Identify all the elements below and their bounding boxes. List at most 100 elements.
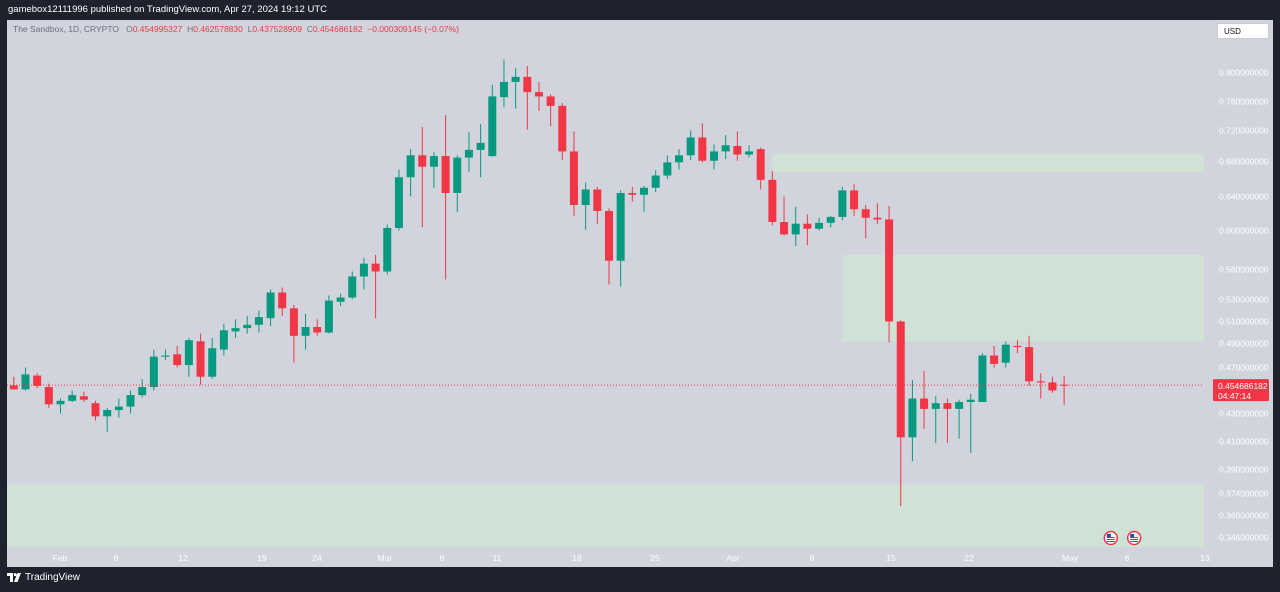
candle-body [79,396,88,400]
candle-body [266,292,275,319]
candle-body [289,308,298,336]
tradingview-logo[interactable]: TradingView [7,572,80,583]
price-tick-label: 0.720000000 [1219,126,1269,136]
candle-body [943,403,952,409]
candle-body [815,222,824,229]
candle-body [931,403,940,409]
price-tick-label: 0.680000000 [1219,157,1269,167]
us-flag-event-icon[interactable] [1103,530,1119,546]
candle-body [103,410,112,417]
candle-body [184,340,193,366]
candle-body [149,356,158,388]
last-price-badge [1213,379,1269,402]
candle-body [850,190,859,210]
us-flag-event-icon[interactable] [1126,530,1142,546]
candle-body [721,145,730,152]
candle-body [604,210,613,261]
publish-header: gamebox12111996 published on TradingView… [0,0,1280,20]
candle-body [21,374,30,390]
candle-body [324,300,333,333]
candle-body [488,96,497,157]
brand-name: TradingView [25,572,81,583]
price-tick-label: 0.374000000 [1219,489,1269,499]
candle-body [68,395,77,401]
price-tick-label: 0.640000000 [1219,192,1269,202]
price-tick-label: 0.346000000 [1219,533,1269,543]
price-tick-label: 0.360000000 [1219,511,1269,521]
symbol-legend: The Sandbox, 1D, CRYPTO O0.454995327 H0.… [13,24,459,34]
candle-body [278,292,287,309]
candle-body [1048,382,1057,391]
close-value: 0.454686182 [312,24,363,34]
candle-body [780,222,789,235]
chart-panel[interactable]: 0.800000000 0.760000000 0.720000000 0.68000… [7,20,1273,567]
candle-body [91,403,100,417]
candle-body [441,156,450,193]
candle-body [243,324,252,329]
candle-body [114,406,123,411]
candle-body [569,151,578,205]
candle-body [383,227,392,272]
candle-body [990,355,999,364]
price-tick-label: 0.510000000 [1219,317,1269,327]
candle-body [208,348,217,377]
candle-body [861,209,870,218]
candle-body [745,151,754,155]
date-tick-label: Mar [378,553,393,563]
price-tick-label: 0.410000000 [1219,437,1269,447]
candle-body [698,137,707,161]
date-tick-label: 13 [1200,553,1210,563]
countdown-label: 04:47:14 [1218,391,1251,401]
currency-button[interactable]: USD [1217,23,1269,39]
price-tick-label: 0.490000000 [1219,339,1269,349]
candle-body [464,149,473,158]
tradingview-logo-icon [7,573,21,582]
date-tick-label: 18 [572,553,582,563]
date-tick-label: Feb [53,553,68,563]
candle-body [359,263,368,277]
price-tick-label: 0.530000000 [1219,295,1269,305]
candle-body [791,223,800,235]
candle-body [966,399,975,402]
candle-body [476,142,485,150]
date-tick-label: May [1062,553,1079,563]
date-tick-label: 15 [886,553,896,563]
date-tick-label: 6 [114,553,119,563]
candle-body [1025,347,1034,382]
candle-body [371,263,380,272]
candle-body [803,223,812,229]
price-tick-label: 0.390000000 [1219,465,1269,475]
candle-body [9,385,18,390]
candle-body [558,105,567,152]
candle-body [254,317,263,325]
demand-zone [842,254,1204,342]
date-tick-label: 19 [257,553,267,563]
candle-body [429,156,438,167]
candle-body [44,387,53,405]
price-tick-label: 0.600000000 [1219,226,1269,236]
candle-body [838,190,847,217]
candle-body [873,217,882,220]
candle-body [628,193,637,195]
date-tick-label: 8 [810,553,815,563]
candle-body [499,81,508,98]
symbol-name: The Sandbox, 1D, CRYPTO [13,24,119,34]
candle-body [651,175,660,188]
candle-body [56,400,65,405]
candle-body [710,151,719,161]
candle-body [675,155,684,163]
candle-body [33,375,42,386]
candle-body [1036,381,1045,383]
date-tick-label: Apr [726,553,739,563]
candle-body [336,297,345,302]
publish-line: gamebox12111996 published on TradingView… [8,4,327,15]
candle-body [196,341,205,377]
date-tick-label: 22 [964,553,974,563]
demand-zone [7,484,1204,547]
date-tick-label: 11 [493,553,502,563]
candle-body [978,355,987,402]
candle-body [534,92,543,97]
candlestick-chart[interactable]: 0.800000000 0.760000000 0.720000000 0.68000… [7,20,1273,567]
candle-body [616,193,625,261]
price-tick-label: 0.560000000 [1219,265,1269,275]
